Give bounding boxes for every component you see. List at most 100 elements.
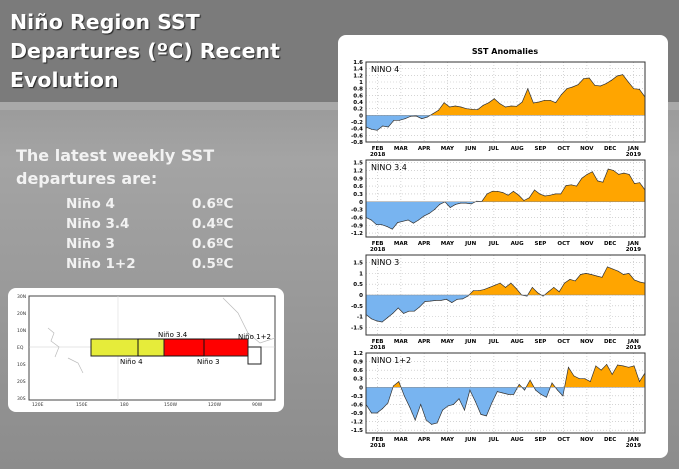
data-point	[507, 394, 509, 395]
data-point	[602, 181, 604, 183]
x-tick-label: JAN	[627, 437, 639, 443]
y-tick-label: -1.2	[351, 231, 363, 237]
nino12-box	[247, 346, 262, 365]
data-point	[477, 109, 478, 111]
data-point	[601, 276, 603, 278]
y-tick-label: -0.6	[351, 133, 363, 139]
y-tick-label: 0.6	[353, 368, 363, 374]
x-tick-label: MAY	[441, 437, 455, 443]
panel-label: NINO 1+2	[371, 356, 411, 365]
data-point	[408, 310, 410, 312]
data-point	[585, 272, 587, 274]
data-point	[493, 98, 495, 100]
data-point	[617, 364, 619, 366]
data-point	[557, 389, 558, 391]
x-tick-label: JUL	[488, 241, 500, 247]
data-point	[387, 126, 389, 128]
data-point	[555, 102, 557, 104]
data-point	[538, 101, 540, 103]
negative-anomaly-area	[366, 115, 431, 131]
data-point	[591, 171, 593, 173]
data-point	[510, 282, 512, 284]
data-point	[572, 86, 573, 88]
plot-frame	[365, 254, 646, 336]
data-point	[560, 94, 562, 96]
x-tick-label: DEC	[604, 146, 616, 152]
data-point	[600, 369, 602, 371]
data-point	[628, 366, 629, 368]
region-name: Niño 1+2	[66, 256, 136, 272]
departure-row: Niño 4 0.6ºC	[66, 196, 233, 216]
y-tick-label: -1.5	[351, 428, 363, 434]
x-tick-label: JUN	[464, 146, 477, 152]
data-point	[414, 419, 416, 421]
data-point	[391, 228, 393, 230]
data-point	[623, 172, 625, 174]
data-point	[613, 170, 614, 171]
x-tick-label: NOV	[580, 241, 594, 247]
data-point	[633, 365, 635, 367]
data-point	[478, 290, 480, 292]
x-tick-label: OCT	[557, 437, 570, 443]
panel-nino-3-4: NINO 3.4 1.51.2 0.9 0.6 0.3 0 -0.3-0.6 -0.9 -1.2…	[351, 159, 646, 253]
data-point	[491, 190, 493, 192]
year-label: 2018	[370, 152, 385, 158]
region-value: 0.5ºC	[192, 256, 234, 272]
data-point	[568, 366, 569, 368]
data-point	[627, 81, 629, 83]
data-point	[403, 312, 404, 314]
lat-label: 20S	[17, 379, 26, 385]
nino12-label: Niño 1+2	[238, 333, 271, 341]
data-point	[449, 207, 451, 208]
data-point	[565, 185, 567, 186]
data-point	[397, 222, 398, 224]
data-point	[494, 284, 496, 286]
x-tick-label: MAR	[394, 146, 409, 152]
data-point	[486, 193, 488, 195]
data-point	[581, 177, 583, 179]
nino34-box	[137, 338, 205, 357]
data-point	[537, 292, 539, 294]
data-point	[415, 115, 417, 117]
data-point	[499, 103, 501, 105]
y-tick-label: 1	[359, 80, 363, 86]
data-point	[634, 183, 635, 184]
data-point	[376, 412, 378, 414]
data-point	[387, 317, 388, 319]
data-point	[432, 113, 434, 115]
y-tick-label: 0	[359, 113, 363, 119]
data-point	[403, 395, 405, 397]
y-tick-label: 0.5	[353, 282, 363, 288]
data-point	[588, 77, 590, 79]
data-point	[616, 75, 618, 77]
x-tick-label: DEC	[604, 437, 616, 443]
data-point	[455, 203, 456, 205]
positive-anomaly-area	[392, 364, 645, 388]
x-tick-label: AUG	[511, 339, 525, 345]
positive-anomaly-area	[366, 266, 645, 295]
x-tick-label: DEC	[604, 241, 616, 247]
data-point	[465, 202, 467, 204]
y-tick-label: 0.8	[353, 87, 363, 93]
data-point	[628, 173, 630, 175]
y-tick-label: 0	[359, 200, 363, 206]
data-point	[549, 194, 551, 196]
data-point	[470, 203, 472, 205]
data-point	[392, 312, 394, 314]
sst-anomalies-chart: SST Anomalies NINO 41.61.41.210.80.60.40…	[351, 47, 646, 449]
y-tick-label: 0	[359, 293, 363, 299]
data-point	[404, 118, 406, 120]
plot-frame	[365, 352, 646, 434]
data-point	[533, 102, 534, 104]
data-point	[524, 389, 526, 391]
data-point	[410, 115, 412, 117]
data-point	[456, 298, 458, 300]
data-point	[382, 125, 384, 127]
data-point	[428, 213, 430, 214]
nino-regions-map: Niño 3.4 Niño 4 Niño 3 Niño 1+2 30N 20N 10…	[8, 288, 284, 412]
data-point	[399, 119, 400, 121]
y-tick-label: 0.3	[353, 192, 363, 198]
chart-title: SST Anomalies	[472, 47, 538, 56]
data-point	[454, 105, 456, 107]
